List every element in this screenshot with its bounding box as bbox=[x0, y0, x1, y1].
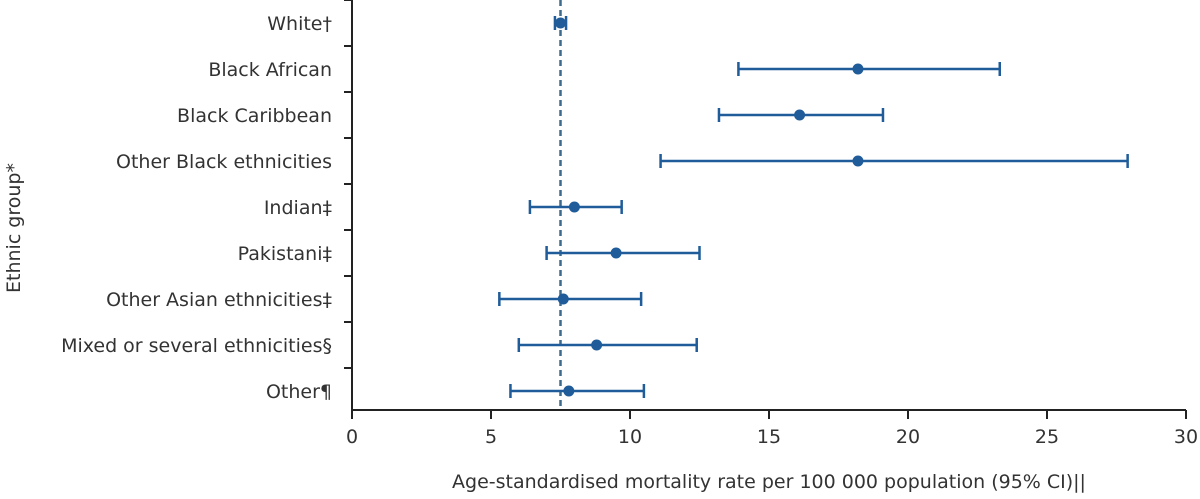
category-label: Mixed or several ethnicities§ bbox=[61, 335, 332, 357]
category-label: Other¶ bbox=[266, 381, 332, 403]
y-axis-label: Ethnic group* bbox=[3, 163, 25, 293]
category-label: Pakistani‡ bbox=[238, 243, 332, 265]
category-label: Black African bbox=[208, 59, 332, 81]
x-tick-label: 5 bbox=[485, 426, 497, 448]
category-label: White† bbox=[267, 13, 332, 35]
x-tick-label: 0 bbox=[346, 426, 358, 448]
estimate-point bbox=[557, 293, 569, 305]
estimate-point bbox=[591, 339, 603, 351]
x-tick-label: 30 bbox=[1174, 426, 1198, 448]
x-tick-label: 25 bbox=[1035, 426, 1059, 448]
x-tick-label: 20 bbox=[896, 426, 920, 448]
estimate-point bbox=[794, 109, 806, 121]
category-label: Other Asian ethnicities‡ bbox=[106, 289, 332, 311]
x-tick-label: 15 bbox=[757, 426, 781, 448]
x-axis-label: Age-standardised mortality rate per 100 … bbox=[452, 471, 1086, 493]
category-label: Indian‡ bbox=[264, 197, 332, 219]
category-label: Other Black ethnicities bbox=[116, 151, 332, 173]
estimate-point bbox=[555, 17, 566, 29]
estimate-point bbox=[610, 247, 622, 259]
estimate-point bbox=[563, 385, 575, 397]
estimate-point bbox=[852, 155, 864, 167]
category-label: Black Caribbean bbox=[177, 105, 332, 127]
estimate-point bbox=[852, 63, 864, 75]
estimate-point bbox=[568, 201, 580, 213]
x-tick-label: 10 bbox=[618, 426, 642, 448]
